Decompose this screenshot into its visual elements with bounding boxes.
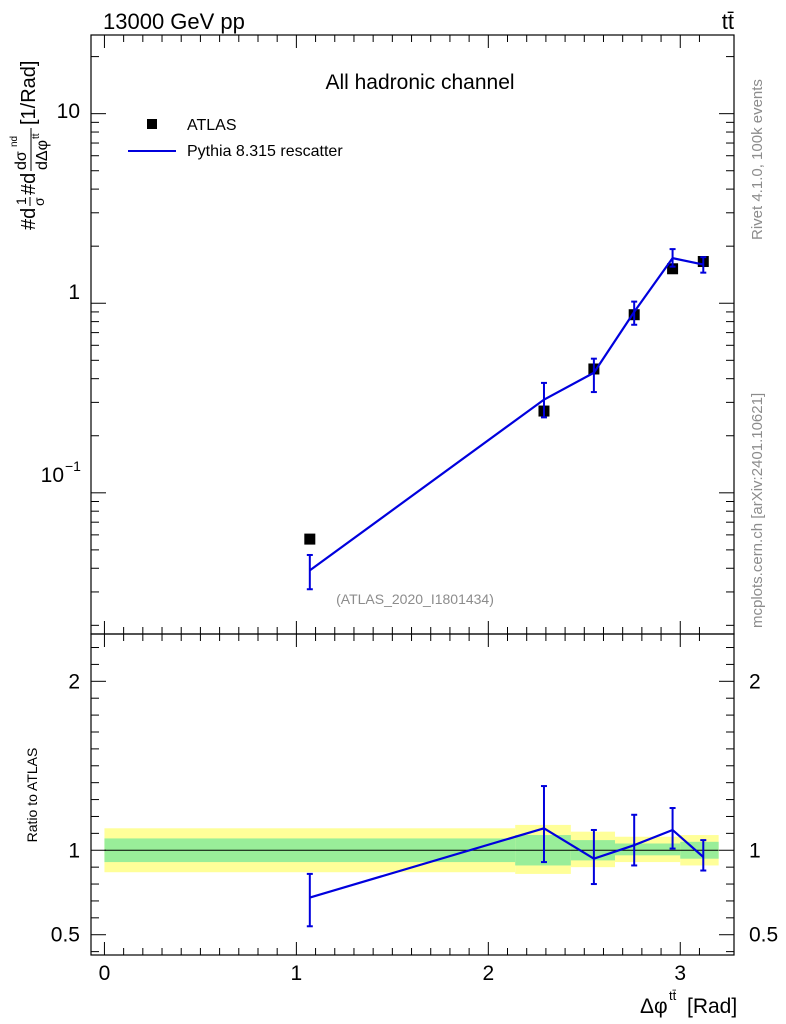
ratio-panel: 0.5 1 2 0.5 1 2 0 1 2 3 Ratio to ATLAS Δφ tt̄ [… [24,633,778,1018]
ylabel-denominator: dΔφ [34,140,51,170]
ylabel-denominator-superscript: tt̄ [30,133,42,139]
xlabel-unit: [Rad] [687,995,737,1018]
x-axis-label: Δφ tt̄ [Rad] [640,988,737,1018]
ylabel-numerator: dσ [13,151,30,170]
main-markers [304,256,709,545]
analysis-tag: (ATLAS_2020_I1801434) [336,591,494,607]
ratio-y-tick-labels-right: 0.5 1 2 [749,670,778,946]
main-title: All hadronic channel [325,71,514,94]
legend-label-pythia: Pythia 8.315 rescatter [187,143,343,160]
x-tick-label: 2 [482,962,494,985]
x-tick-label: 0 [99,962,111,985]
y-tick-label-0.1: 10 [41,464,64,487]
ratio-y-axis-label: Ratio to ATLAS [24,748,40,843]
ylabel-mid: #d [18,173,40,195]
ratio-pythia-line [309,827,705,899]
atlas-data-point [304,533,316,545]
xlabel-superscript: tt̄ [669,988,677,1003]
energy-label: 13000 GeV pp [103,9,245,34]
ylabel-prefix: #d [18,208,40,230]
x-tick-labels: 0 1 2 3 [99,962,687,985]
x-tick-label: 1 [291,962,303,985]
main-y-axis-label: #d 1 σ #d dσ nd dΔφ tt̄ [1/Rad] [9,61,51,230]
ylabel-one: 1 [13,197,29,205]
ratio-plot-frame [90,633,735,956]
ratio-y-tick-labels-left: 0.5 1 2 [51,670,80,946]
ratio-y-tick-label: 2 [68,670,80,693]
ratio-y-tick-label: 1 [68,839,80,862]
xlabel-main: Δφ [640,995,668,1018]
x-tick-label: 3 [674,962,686,985]
ylabel-numerator-superscript: nd [9,136,20,147]
ratio-ticks [91,634,734,955]
process-label: tt̄ [722,9,734,34]
rivet-version-label: Rivet 4.1.0, 100k events [749,79,766,240]
y-tick-label-1: 1 [68,281,80,304]
ratio-y-tick-label-right: 0.5 [749,924,778,947]
main-curve [306,248,707,591]
legend-marker-atlas [147,119,157,129]
ratio-y-tick-label-right: 1 [749,839,761,862]
ratio-y-tick-label: 0.5 [51,924,80,947]
y-tick-label-10: 10 [57,100,80,123]
ylabel-sigma: σ [31,197,47,206]
legend-label-atlas: ATLAS [187,117,237,134]
ratio-uncertainty-band-inner [614,843,681,856]
ylabel-unit: [1/Rad] [18,61,40,125]
atlas-data-point [667,263,679,275]
mcplots-reference-label: mcplots.cern.ch [arXiv:2401.10621] [749,393,766,628]
ratio-curve [306,785,707,928]
y-tick-label-0.1-exponent: −1 [65,458,81,474]
pythia-line [309,256,704,572]
main-ticks [91,35,734,634]
legend: ATLAS Pythia 8.315 rescatter [128,117,343,160]
ratio-y-tick-label-right: 2 [749,670,761,693]
main-panel: All hadronic channel (ATLAS_2020_I180143… [9,34,735,635]
